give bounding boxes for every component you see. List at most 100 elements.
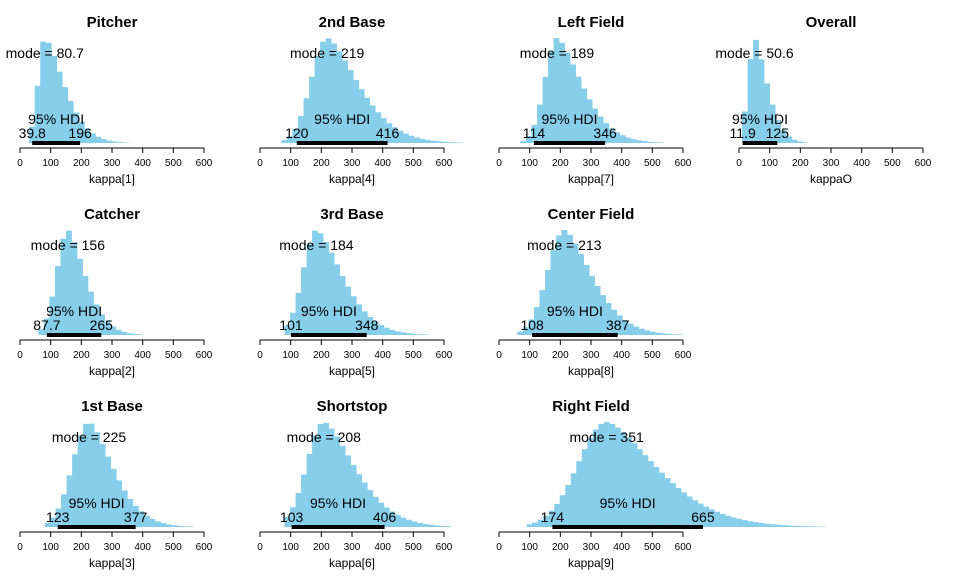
histogram-bar [104, 321, 111, 335]
histogram-bar [323, 241, 329, 335]
histogram-bar [647, 141, 654, 143]
histogram-bar [117, 142, 124, 143]
hdi-label: 95% HDI [314, 111, 370, 127]
histogram-bar [565, 484, 572, 527]
histogram-bar [786, 525, 792, 527]
histogram-bar [397, 130, 404, 143]
mode-label: mode = 184 [279, 237, 354, 253]
hdi-bar [291, 525, 385, 529]
x-tick-label: 100 [282, 350, 299, 361]
x-tick-label: 200 [313, 350, 330, 361]
histogram-bar [54, 266, 61, 335]
histogram-bar [570, 64, 576, 143]
histogram-bar [127, 498, 134, 527]
histogram-bar [452, 142, 459, 143]
hdi-low-label: 123 [46, 509, 70, 525]
histogram-bar [587, 438, 594, 527]
histogram-bar [564, 52, 571, 144]
histogram-bar [49, 296, 56, 335]
histogram-bar [802, 526, 809, 527]
histogram-bar [306, 453, 313, 527]
histogram-bar [56, 71, 63, 143]
histogram-bar [342, 60, 349, 143]
histogram-bar [655, 332, 662, 335]
histogram-bar [419, 138, 426, 143]
panel-6: 0 100 200 300 400 500 600 3rd Base kappa[5] mode … [257, 206, 453, 378]
panel-title: Center Field [548, 206, 635, 223]
histogram-bar [614, 132, 621, 143]
histogram-bar [364, 97, 371, 143]
histogram-bar [692, 500, 699, 527]
histogram-bar [609, 423, 616, 527]
hdi-high-label: 346 [593, 125, 617, 141]
histogram-bar [358, 89, 365, 143]
hdi-bar [57, 525, 136, 529]
hdi-low-label: 120 [285, 125, 309, 141]
hdi-low-label: 108 [520, 317, 544, 333]
x-tick-label: 600 [675, 350, 692, 361]
x-tick-label: 100 [42, 542, 59, 553]
histogram-bar [619, 135, 626, 143]
histogram-bar [126, 333, 133, 335]
histogram-bar [570, 473, 577, 527]
x-tick-label: 0 [257, 542, 263, 553]
histogram-bar [361, 482, 368, 527]
histogram-bar [594, 285, 601, 335]
histogram-bar [284, 516, 291, 527]
histogram-bar [94, 432, 101, 527]
histogram-bar [725, 515, 732, 527]
histogram-bar [405, 519, 412, 527]
histogram-bar [677, 334, 684, 335]
histogram-bar [550, 250, 557, 335]
x-tick-label: 600 [436, 158, 453, 169]
histogram-bar [132, 333, 139, 335]
hdi-label: 95% HDI [69, 495, 125, 511]
hdi-label: 95% HDI [732, 111, 788, 127]
histogram-bar [149, 518, 156, 527]
histogram-bar [66, 230, 72, 335]
histogram-bar [281, 140, 288, 143]
histogram-bar [61, 494, 67, 527]
panel-title: 3rd Base [320, 206, 383, 223]
histogram-bar [93, 304, 100, 335]
histogram-bar [531, 124, 538, 143]
histogram-bar [177, 525, 183, 527]
histogram-bar [553, 38, 560, 143]
histogram-bar [55, 508, 62, 527]
histogram-bar [88, 423, 95, 527]
histogram-bar [312, 230, 318, 335]
mode-label: mode = 219 [290, 45, 365, 61]
x-tick-label: 300 [583, 350, 600, 361]
histogram-bar [598, 423, 605, 527]
histogram-bar [630, 139, 637, 143]
histogram-bar [791, 139, 798, 143]
x-axis-label: kappa[9] [568, 556, 614, 570]
histogram-bar [347, 70, 354, 143]
histogram-bar [417, 334, 423, 335]
histogram-bar [99, 314, 105, 335]
x-tick-label: 500 [405, 158, 422, 169]
histogram-bar [51, 55, 58, 143]
histogram-bar [138, 511, 145, 527]
panel-title: Pitcher [87, 14, 138, 31]
histogram-bar [681, 492, 687, 527]
x-tick-label: 500 [405, 542, 422, 553]
x-tick-label: 300 [104, 350, 121, 361]
hdi-bar [32, 141, 81, 145]
histogram-bar [633, 326, 640, 335]
histogram-bar [339, 275, 346, 335]
histogram-bar [708, 509, 715, 527]
histogram-bar [301, 267, 307, 335]
hdi-high-label: 377 [124, 509, 148, 525]
histogram-bar [686, 496, 693, 527]
histogram-bar [556, 235, 562, 335]
mode-label: mode = 213 [527, 237, 602, 253]
histogram-bar [422, 334, 429, 335]
histogram-bar [537, 104, 543, 143]
histogram-bar [605, 303, 612, 335]
x-tick-label: 600 [436, 350, 453, 361]
histogram-bar [386, 123, 393, 143]
histogram-bar [83, 423, 89, 527]
histogram-bar [600, 295, 607, 335]
histogram-bar [317, 233, 324, 335]
